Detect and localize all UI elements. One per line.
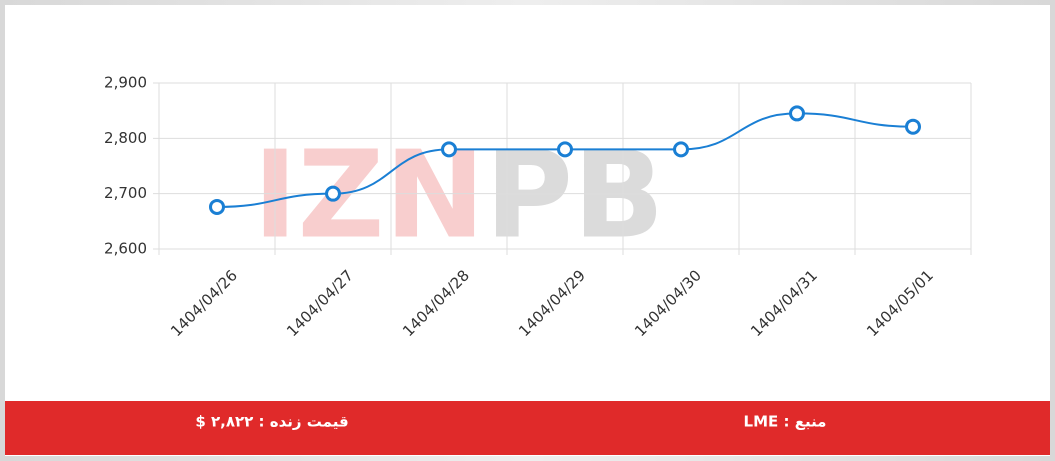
footer-band [5,401,1050,455]
point [441,141,457,158]
watermark-gray: PB [485,127,664,266]
point [325,185,341,202]
point [905,118,921,135]
point [209,198,225,215]
point [673,141,689,158]
source: منبع : LME [744,413,827,431]
live-price: قیمت زنده : ۲,۸۲۲ $ [195,413,348,431]
point [789,105,805,122]
y-tick-label: 2,700 [104,184,147,202]
y-tick-label: 2,800 [104,129,147,147]
panel [5,5,1050,456]
y-tick-label: 2,600 [104,240,147,258]
point [557,141,573,158]
y-tick-label: 2,900 [104,74,147,92]
